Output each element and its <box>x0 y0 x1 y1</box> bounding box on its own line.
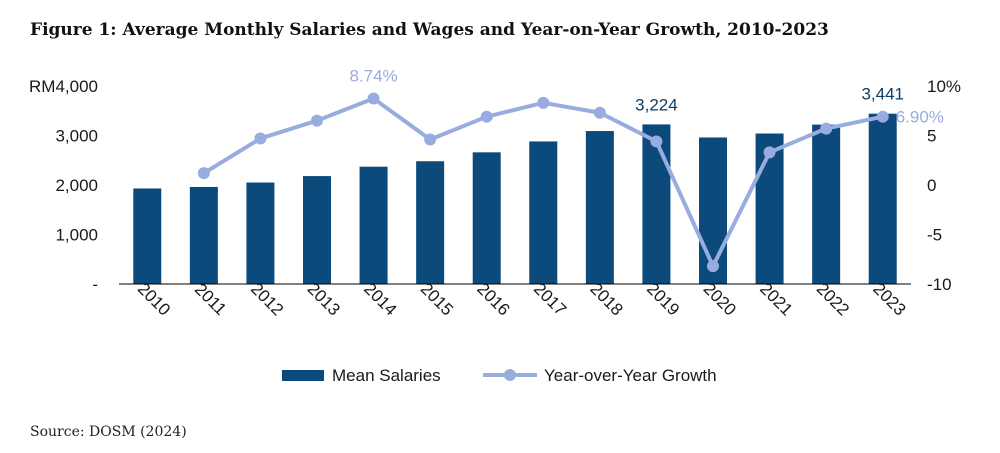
bar-data-label: 3,441 <box>861 85 904 104</box>
x-tick-label: 2022 <box>813 279 853 319</box>
legend-bar-swatch <box>282 370 324 381</box>
right-axis: -10 -5 0 5 10% <box>927 77 961 294</box>
bar <box>246 182 275 284</box>
x-tick-label: 2015 <box>417 279 457 319</box>
left-axis: - 1,000 2,000 3,000 RM4,000 <box>29 77 98 294</box>
right-tick-label: 0 <box>927 176 936 195</box>
bar <box>303 176 331 284</box>
left-tick-label: 1,000 <box>55 226 98 245</box>
x-tick-label: 2013 <box>304 279 344 319</box>
bar <box>133 188 162 284</box>
x-tick-label: 2014 <box>360 279 400 319</box>
right-tick-label: 10% <box>927 77 961 96</box>
bar <box>812 124 841 284</box>
line-data-label: 6.90% <box>896 108 944 127</box>
x-tick-label: 2011 <box>191 280 230 319</box>
x-tick-label: 2016 <box>473 279 513 319</box>
left-tick-label: RM4,000 <box>29 77 98 96</box>
growth-point <box>707 260 719 273</box>
bar <box>755 133 784 284</box>
growth-point <box>876 110 889 123</box>
growth-point <box>480 110 493 123</box>
bar <box>529 141 558 284</box>
x-tick-label: 2018 <box>586 279 626 319</box>
source-note: Source: DOSM (2024) <box>30 424 187 440</box>
growth-point <box>197 167 210 180</box>
right-tick-label: -5 <box>927 226 942 245</box>
growth-point <box>537 96 550 109</box>
x-tick-label: 2021 <box>756 279 796 319</box>
bar <box>359 166 388 284</box>
growth-point <box>367 92 380 105</box>
left-tick-label: 3,000 <box>55 127 98 146</box>
x-axis: 2010 2011 2012 2013 2014 2015 2016 2017 2018 2019… <box>134 279 910 319</box>
left-tick-label: - <box>92 275 98 294</box>
x-tick-label: 2010 <box>134 279 174 319</box>
growth-point <box>311 114 323 127</box>
legend-label-yoy-growth: Year-over-Year Growth <box>544 366 717 385</box>
figure-title: Figure 1: Average Monthly Salaries and W… <box>30 20 829 40</box>
x-tick-label: 2023 <box>869 279 909 319</box>
x-tick-label: 2017 <box>530 279 570 319</box>
x-tick-label: 2020 <box>700 279 740 319</box>
x-tick-label: 2012 <box>247 279 287 319</box>
bar <box>699 137 727 284</box>
growth-point <box>254 132 267 145</box>
growth-point <box>763 146 776 159</box>
legend: Mean Salaries Year-over-Year Growth <box>282 366 717 385</box>
bar <box>189 186 218 284</box>
growth-point <box>650 135 663 148</box>
line-series <box>197 92 889 273</box>
bar-series <box>133 113 897 284</box>
right-tick-label: 5 <box>927 127 936 146</box>
line-data-label: 8.74% <box>349 66 397 85</box>
bar <box>472 152 501 284</box>
growth-point <box>593 106 606 119</box>
annotations: 3,224 3,441 8.74% 6.90% <box>349 66 943 126</box>
bar <box>868 113 897 284</box>
growth-point <box>424 133 437 146</box>
legend-line-marker <box>504 369 516 381</box>
bar <box>585 131 614 284</box>
left-tick-label: 2,000 <box>55 176 98 195</box>
growth-point <box>820 122 833 135</box>
right-tick-label: -10 <box>927 275 952 294</box>
legend-label-mean-salaries: Mean Salaries <box>332 366 441 385</box>
bar-data-label: 3,224 <box>635 95 678 114</box>
bar <box>642 124 671 284</box>
x-tick-label: 2019 <box>643 279 683 319</box>
bar <box>416 161 445 284</box>
